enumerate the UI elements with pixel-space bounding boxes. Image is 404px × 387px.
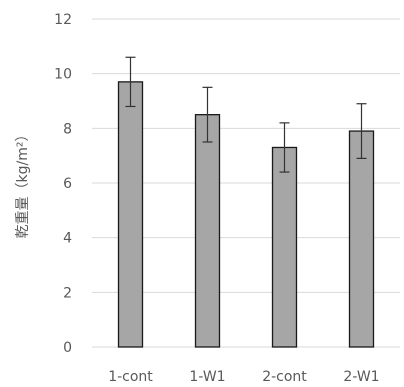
error-bars [125,56,367,173]
y-axis-label: 乾重量（kg/m²） [15,128,31,239]
x-tick-label: 1-cont [108,369,153,385]
y-tick-label: 4 [63,231,72,247]
error-bar-2-cont [279,122,290,173]
bar-1-cont [117,81,144,348]
y-tick-label: 2 [63,285,72,301]
error-bar-1-cont [125,56,136,108]
x-tick-label: 2-W1 [343,369,379,385]
y-tick-label: 8 [63,121,72,137]
x-axis-ticks: 1-cont 1-W1 2-cont 2-W1 [108,369,379,385]
bar-1-W1 [194,114,221,348]
y-tick-label: 0 [63,340,72,356]
bar-2-cont [271,146,298,348]
y-axis-ticks: 0 2 4 6 8 10 12 [54,12,72,356]
y-tick-label: 12 [54,12,72,28]
x-tick-label: 1-W1 [189,369,225,385]
error-bar-2-W1 [356,103,367,159]
y-tick-label: 6 [63,176,72,192]
error-bar-1-W1 [202,86,213,143]
bars [117,81,375,348]
bar-2-W1 [348,130,375,348]
gridlines [92,18,400,348]
y-tick-label: 10 [54,67,72,83]
x-tick-label: 2-cont [262,369,307,385]
